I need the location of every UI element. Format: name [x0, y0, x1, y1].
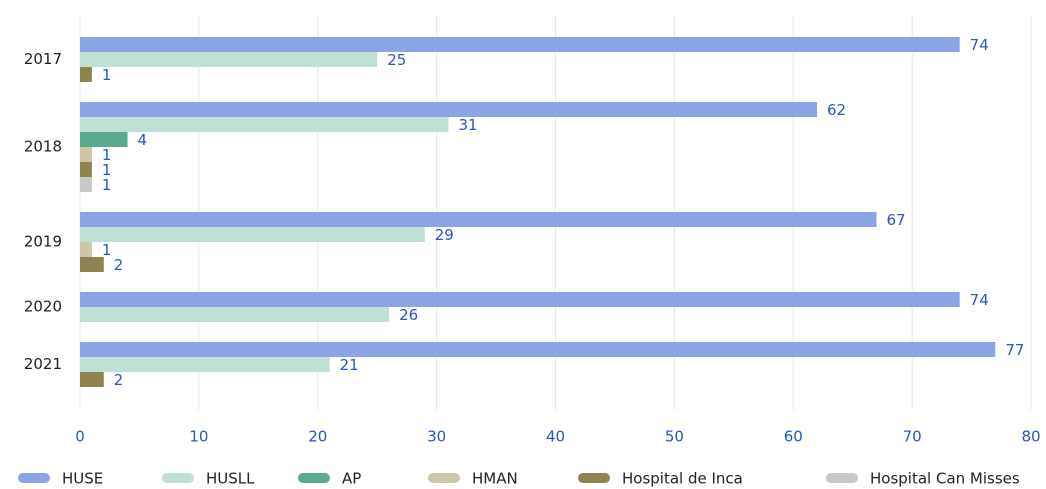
bar — [80, 292, 960, 307]
bar — [80, 307, 390, 322]
legend-label: Hospital de Inca — [622, 470, 743, 488]
legend-swatch — [298, 473, 330, 483]
legend-swatch — [578, 473, 610, 483]
y-tick-label: 2018 — [24, 138, 62, 156]
value-label: 1 — [102, 241, 112, 259]
x-tick-label: 50 — [665, 428, 684, 446]
legend-label: HMAN — [472, 470, 518, 488]
bar — [80, 177, 92, 192]
value-label: 2 — [114, 256, 124, 274]
bar — [80, 37, 960, 52]
x-tick-label: 0 — [75, 428, 85, 446]
value-label: 31 — [459, 116, 478, 134]
value-label: 1 — [102, 66, 112, 84]
x-tick-label: 20 — [308, 428, 327, 446]
value-label: 4 — [138, 131, 148, 149]
value-label: 74 — [970, 291, 989, 309]
x-tick-label: 10 — [189, 428, 208, 446]
legend-label: Hospital Can Misses — [870, 470, 1020, 488]
value-label: 21 — [340, 356, 359, 374]
y-tick-label: 2021 — [24, 355, 62, 373]
bar — [80, 372, 104, 387]
bar — [80, 132, 128, 147]
bar — [80, 212, 877, 227]
value-label: 1 — [102, 146, 112, 164]
value-label: 26 — [399, 306, 418, 324]
x-tick-label: 80 — [1021, 428, 1040, 446]
value-label: 74 — [970, 36, 989, 54]
bar — [80, 227, 425, 242]
legend-label: HUSLL — [206, 470, 255, 488]
value-label: 62 — [827, 101, 846, 119]
legend-swatch — [162, 473, 194, 483]
legend-swatch — [826, 473, 858, 483]
value-label: 25 — [387, 51, 406, 69]
legend-swatch — [18, 473, 50, 483]
bar — [80, 147, 92, 162]
bar — [80, 162, 92, 177]
y-tick-label: 2017 — [24, 50, 62, 68]
bar — [80, 52, 378, 67]
x-tick-label: 30 — [427, 428, 446, 446]
value-label: 1 — [102, 161, 112, 179]
bar — [80, 117, 449, 132]
value-label: 67 — [886, 211, 905, 229]
value-label: 2 — [114, 371, 124, 389]
bar — [80, 342, 996, 357]
bar — [80, 357, 330, 372]
y-tick-label: 2019 — [24, 233, 62, 251]
y-tick-label: 2020 — [24, 298, 62, 316]
value-label: 77 — [1005, 341, 1024, 359]
x-tick-label: 70 — [903, 428, 922, 446]
legend-swatch — [428, 473, 460, 483]
x-tick-label: 60 — [784, 428, 803, 446]
bar — [80, 67, 92, 82]
value-label: 29 — [435, 226, 454, 244]
x-tick-label: 40 — [546, 428, 565, 446]
bar — [80, 242, 92, 257]
value-label: 1 — [102, 176, 112, 194]
legend-label: AP — [342, 470, 361, 488]
bar — [80, 102, 818, 117]
legend-label: HUSE — [62, 470, 103, 488]
bar — [80, 257, 104, 272]
